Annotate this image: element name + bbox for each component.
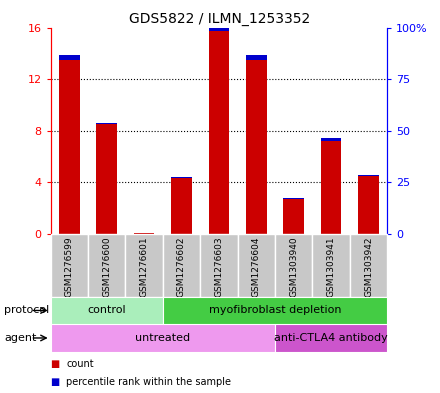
Bar	[246, 60, 267, 234]
Bar	[321, 138, 341, 141]
Bar	[59, 55, 80, 60]
Bar	[358, 174, 379, 176]
Text: GSM1276602: GSM1276602	[177, 236, 186, 297]
Text: myofibroblast depletion: myofibroblast depletion	[209, 305, 341, 316]
Text: count: count	[66, 359, 94, 369]
Bar	[238, 234, 275, 297]
Text: ■: ■	[51, 377, 60, 387]
Bar	[51, 234, 88, 297]
Text: GSM1276604: GSM1276604	[252, 236, 261, 297]
Bar	[275, 234, 312, 297]
Bar	[134, 233, 154, 234]
Bar	[88, 234, 125, 297]
Text: GSM1276600: GSM1276600	[102, 236, 111, 297]
Text: GDS5822 / ILMN_1253352: GDS5822 / ILMN_1253352	[129, 12, 311, 26]
Bar	[358, 176, 379, 234]
Text: control: control	[88, 305, 126, 316]
Bar	[96, 123, 117, 124]
Bar	[283, 199, 304, 234]
Bar	[51, 297, 163, 324]
Bar	[275, 324, 387, 352]
Text: untreated: untreated	[135, 333, 191, 343]
Bar	[246, 55, 267, 60]
Text: percentile rank within the sample: percentile rank within the sample	[66, 377, 231, 387]
Text: protocol: protocol	[4, 305, 50, 316]
Text: GSM1303940: GSM1303940	[289, 236, 298, 297]
Text: GSM1303942: GSM1303942	[364, 236, 373, 297]
Bar	[96, 124, 117, 234]
Text: ■: ■	[51, 359, 60, 369]
Text: GSM1276603: GSM1276603	[214, 236, 224, 297]
Bar	[321, 141, 341, 234]
Bar	[163, 234, 200, 297]
Bar	[125, 234, 163, 297]
Bar	[200, 234, 238, 297]
Bar	[171, 177, 192, 178]
Bar	[51, 324, 275, 352]
Text: GSM1276599: GSM1276599	[65, 236, 74, 297]
Bar	[209, 31, 229, 234]
Bar	[59, 60, 80, 234]
Bar	[163, 297, 387, 324]
Text: GSM1303941: GSM1303941	[326, 236, 336, 297]
Text: agent: agent	[4, 333, 37, 343]
Bar	[350, 234, 387, 297]
Bar	[209, 26, 229, 31]
Text: GSM1276601: GSM1276601	[139, 236, 149, 297]
Bar	[171, 178, 192, 234]
Bar	[283, 198, 304, 199]
Bar	[312, 234, 350, 297]
Text: anti-CTLA4 antibody: anti-CTLA4 antibody	[274, 333, 388, 343]
